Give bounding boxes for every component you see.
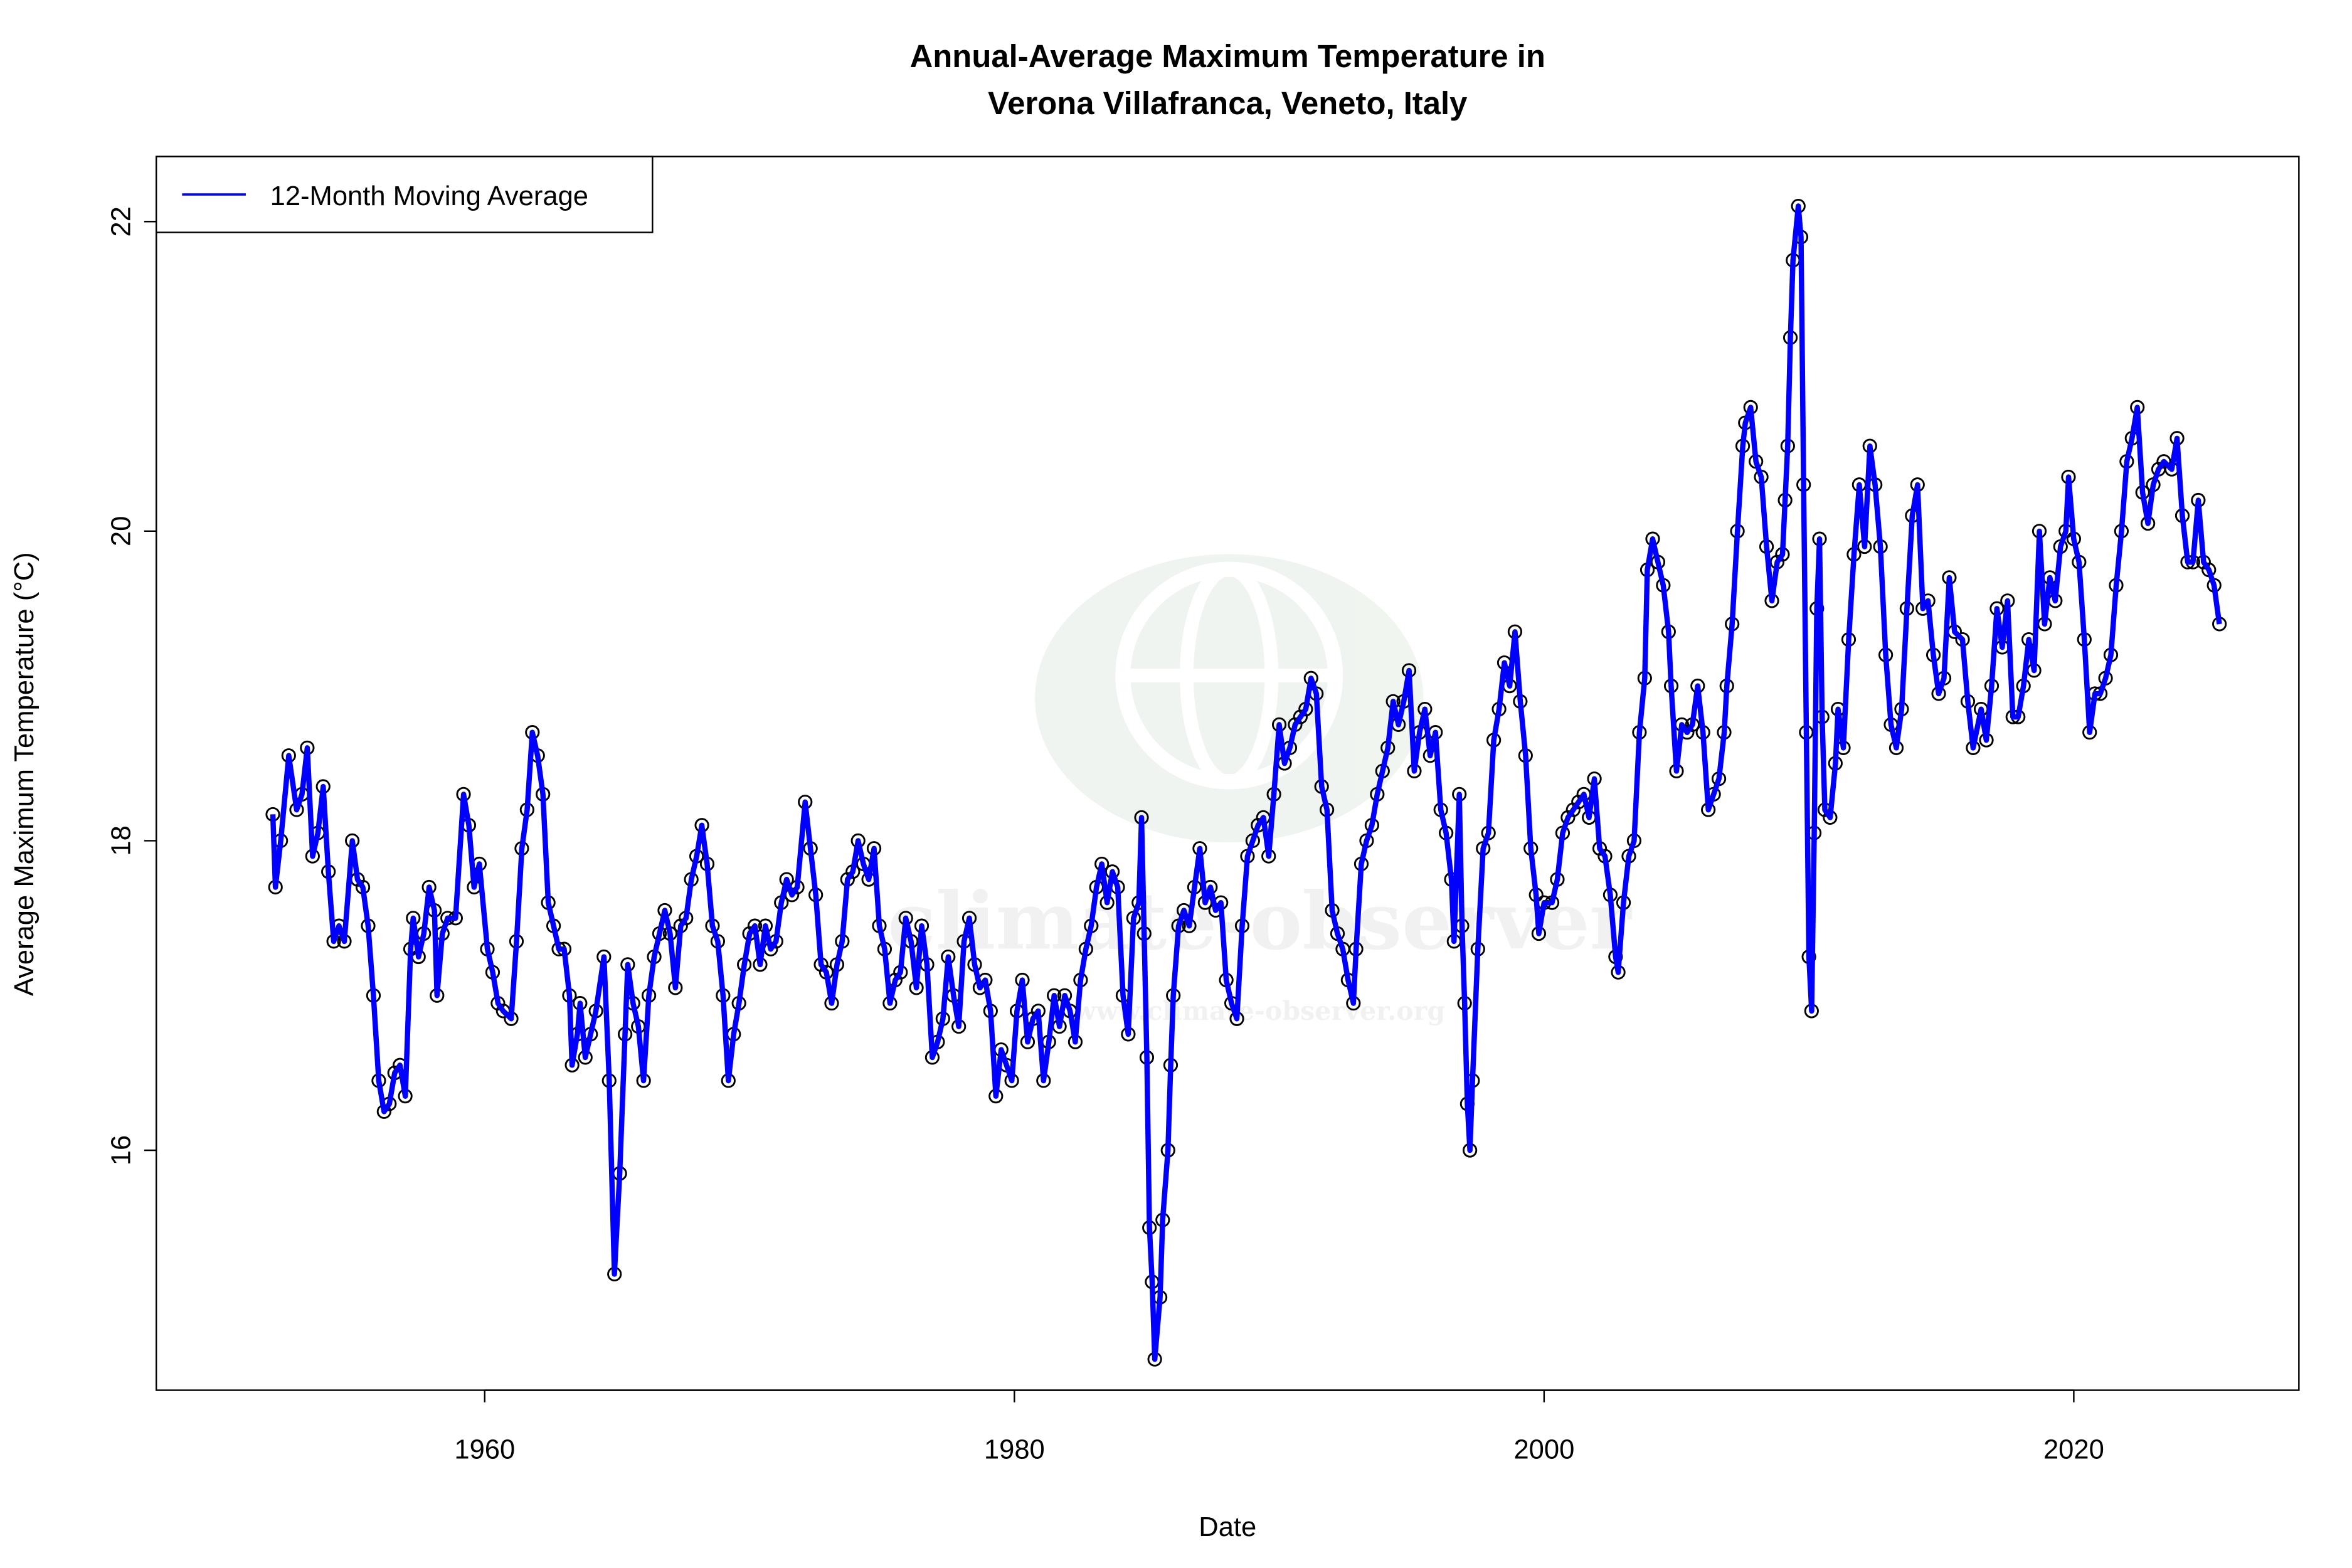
series-line xyxy=(270,203,2222,1362)
chart-title-line-1: Annual-Average Maximum Temperature in xyxy=(910,38,1545,74)
series-12-month-moving-average xyxy=(265,198,2227,1367)
y-tick-label: 20 xyxy=(106,516,136,546)
watermark-globe-meridian xyxy=(1180,562,1279,789)
watermark-globe-icon xyxy=(1035,554,1424,843)
data-point-marker xyxy=(1565,802,1581,817)
x-tick-label: 1960 xyxy=(454,1434,515,1465)
x-tick-label: 1980 xyxy=(984,1434,1045,1465)
legend-entry: 12-Month Moving Average xyxy=(270,181,588,211)
legend: 12-Month Moving Average xyxy=(155,156,654,233)
data-point-marker xyxy=(2156,454,2171,469)
y-tick-label: 18 xyxy=(106,825,136,856)
x-axis-label: Date xyxy=(1199,1512,1256,1542)
x-axis: 1960 1980 2000 2020 xyxy=(454,1389,2104,1465)
chart-title-line-2: Verona Villafranca, Veneto, Italy xyxy=(988,85,1467,121)
y-axis-label: Average Maximum Temperature (°C) xyxy=(9,552,40,996)
watermark-text: climate-observer xyxy=(887,875,1632,968)
data-point-marker xyxy=(1293,709,1308,724)
watermark-url: www.climate-observer.org xyxy=(1073,995,1445,1026)
watermark-logo: climate-observer www.climate-observer.or… xyxy=(887,554,1633,1026)
y-tick-label: 16 xyxy=(106,1135,136,1165)
y-tick-label: 22 xyxy=(106,206,136,236)
y-axis: 16 18 20 22 xyxy=(106,206,157,1165)
x-tick-label: 2020 xyxy=(2043,1434,2104,1465)
x-tick-label: 2000 xyxy=(1513,1434,1574,1465)
